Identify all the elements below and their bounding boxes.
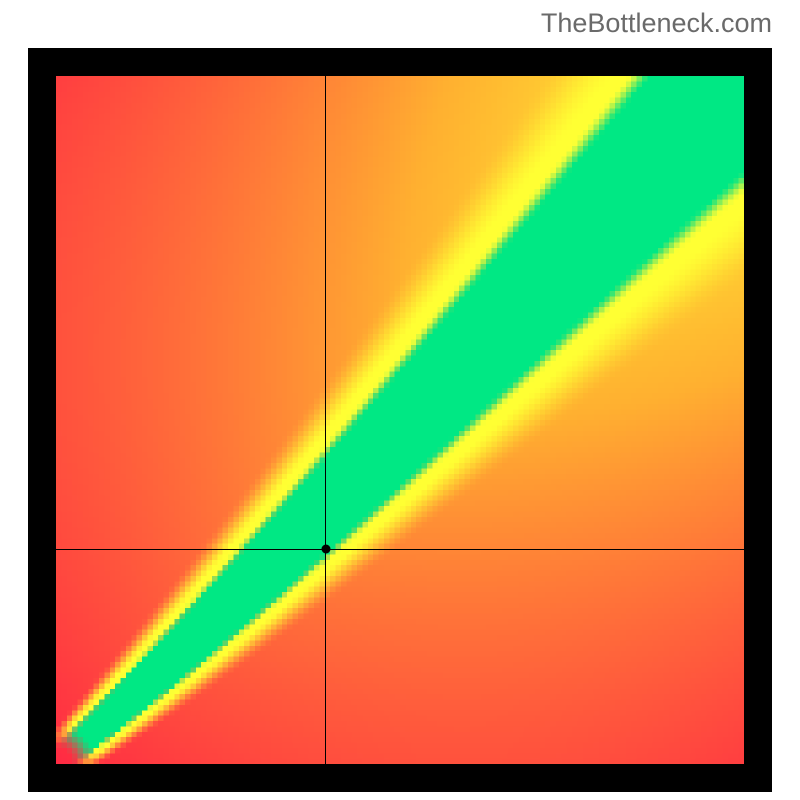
crosshair-horizontal <box>56 549 744 550</box>
watermark-text: TheBottleneck.com <box>541 8 772 39</box>
heatmap-canvas <box>56 76 744 764</box>
crosshair-marker-dot <box>321 545 330 554</box>
crosshair-vertical <box>325 76 326 764</box>
figure-container: { "watermark": { "text": "TheBottleneck.… <box>0 0 800 800</box>
plot-black-frame <box>28 48 772 792</box>
